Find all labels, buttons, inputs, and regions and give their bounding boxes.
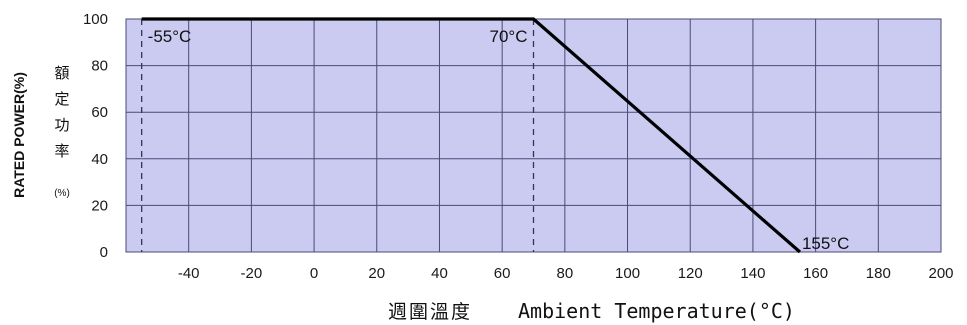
x-tick-label-8: 120 [678, 265, 703, 282]
y-tick-label-2: 40 [91, 151, 108, 168]
x-tick-labels: -40 -20 0 20 40 60 80 100 120 140 160 180 200 [178, 265, 954, 282]
x-tick-label-2: 0 [310, 265, 318, 282]
x-tick-label-7: 100 [615, 265, 640, 282]
y-axis-label: RATED POWER(%) [11, 72, 27, 198]
series-layer [141, 17, 801, 254]
x-tick-label-12: 200 [928, 265, 953, 282]
x-tick-label-0: -40 [178, 265, 200, 282]
endpoint-label-0: 155°C [802, 234, 849, 253]
y-tick-labels: 0 20 40 60 80 100 [83, 11, 108, 261]
x-axis-label: Ambient Temperature(°C) [518, 299, 795, 323]
y-axis-label-cn-3: 功 [54, 116, 69, 134]
x-tick-label-1: -20 [241, 265, 263, 282]
y-tick-label-4: 80 [91, 58, 108, 75]
series-line-0 [141, 17, 801, 254]
x-tick-label-5: 60 [494, 265, 511, 282]
y-axis-label-cn-unit: (%) [54, 188, 70, 199]
y-tick-label-5: 100 [83, 11, 108, 28]
x-tick-label-11: 180 [866, 265, 891, 282]
x-tick-label-4: 40 [431, 265, 448, 282]
annotations: -55°C 70°C 155°C [148, 27, 850, 253]
x-tick-label-6: 80 [557, 265, 574, 282]
y-tick-label-3: 60 [91, 104, 108, 121]
y-tick-label-0: 0 [100, 244, 108, 261]
y-axis-label-cn-1: 額 [54, 64, 69, 82]
x-tick-label-9: 140 [740, 265, 765, 282]
x-tick-label-3: 20 [368, 265, 385, 282]
y-tick-label-1: 20 [91, 197, 108, 214]
reference-label-0: -55°C [148, 27, 192, 46]
reference-label-1: 70°C [490, 27, 528, 46]
reference-lines [141, 19, 535, 252]
y-axis-label-cn-2: 定 [54, 90, 69, 108]
y-axis-label-cn-4: 率 [54, 142, 69, 160]
x-axis-label-cn: 週圍溫度 [388, 301, 472, 323]
x-tick-label-10: 160 [803, 265, 828, 282]
